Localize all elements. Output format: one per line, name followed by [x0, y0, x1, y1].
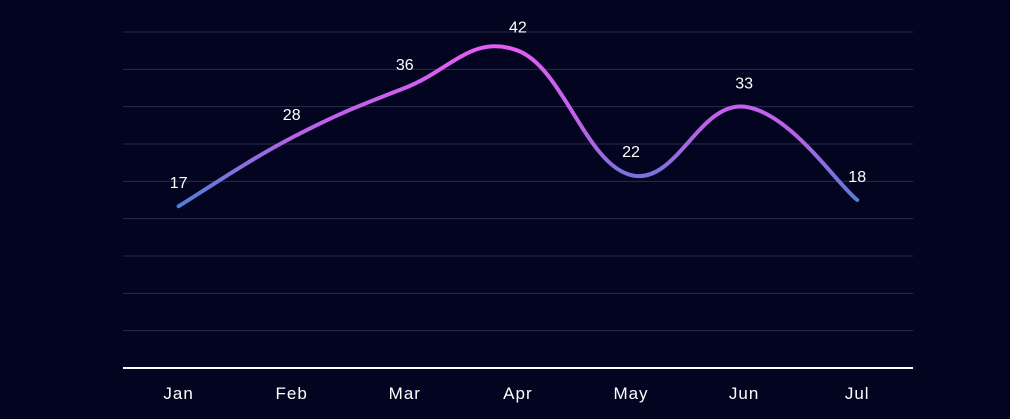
- x-tick-label-jun: Jun: [729, 384, 759, 403]
- x-tick-label-feb: Feb: [276, 384, 308, 403]
- data-label-may: 22: [622, 144, 640, 161]
- x-axis-ticks: Jan Feb Mar Apr May Jun Jul: [163, 384, 870, 403]
- x-tick-label-jan: Jan: [163, 384, 193, 403]
- x-tick-label-may: May: [613, 384, 648, 403]
- data-label-jun: 33: [735, 76, 753, 93]
- x-tick-label-jul: Jul: [845, 384, 870, 403]
- data-label-jul: 18: [848, 169, 866, 186]
- x-tick-label-mar: Mar: [389, 384, 421, 403]
- data-label-mar: 36: [396, 57, 414, 74]
- series-line-group: [176, 44, 860, 209]
- data-labels: 17 28 36 42 22 33 18: [170, 20, 866, 193]
- data-label-feb: 28: [283, 107, 301, 124]
- drop-lines: [177, 50, 858, 368]
- data-label-apr: 42: [509, 20, 527, 37]
- x-tick-label-apr: Apr: [503, 384, 532, 403]
- data-label-jan: 17: [170, 175, 188, 192]
- series-line: [176, 44, 860, 209]
